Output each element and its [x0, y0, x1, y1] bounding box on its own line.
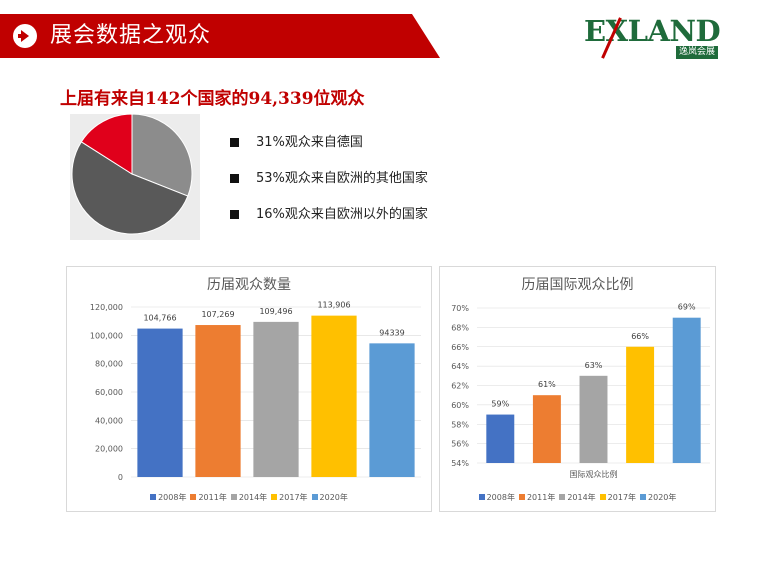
visitor-count-chart: 0 20,000 40,000 60,000 80,000 100,000 120,000 1…: [90, 301, 421, 482]
legend-label: 2020年: [648, 493, 677, 502]
legend-item: 2014年: [559, 492, 596, 503]
y-tick-label: 80,000: [95, 360, 123, 369]
bar: [672, 317, 701, 463]
pie-svg: [71, 114, 193, 235]
legend-swatch: [478, 494, 485, 500]
legend-label: 2017年: [607, 493, 637, 502]
exland-logo: EXLAND 逸岚会展: [584, 14, 724, 62]
x-axis-label: 国际观众比例: [570, 469, 618, 479]
legend-item: 2017年: [599, 492, 637, 503]
y-tick-label: 54%: [451, 459, 469, 468]
logo-subtitle: 逸岚会展: [675, 46, 718, 59]
legend-swatch: [640, 494, 647, 500]
square-bullet-icon: [230, 138, 239, 147]
legend-label: 2011年: [526, 493, 556, 502]
pie-slice: [80, 114, 133, 175]
data-label: 104,766: [143, 314, 176, 323]
legend-item: 2020年: [640, 492, 676, 503]
chart-legend: 2008年 2011年 2014年 2017年 2020年: [67, 492, 431, 503]
y-tick-label: 64%: [451, 362, 469, 371]
legend-swatch: [150, 494, 157, 500]
legend-item: 2011年: [518, 492, 556, 503]
legend-item: 2008年: [150, 492, 186, 503]
y-tick-label: 20,000: [95, 445, 123, 454]
pie-slice: [131, 114, 193, 197]
header-banner: 展会数据之观众: [0, 14, 440, 58]
bar: [195, 325, 241, 477]
data-label: 61%: [538, 380, 556, 389]
bar: [626, 346, 655, 463]
list-item: 53%观众来自欧洲的其他国家: [230, 170, 428, 206]
legend-swatch: [599, 494, 606, 500]
list-item: 16%观众来自欧洲以外的国家: [230, 206, 428, 242]
legend-swatch: [271, 494, 278, 500]
arrow-right-icon: [13, 24, 37, 48]
bar: [579, 375, 608, 463]
legend-swatch: [311, 494, 318, 500]
data-label: 69%: [678, 303, 696, 312]
y-tick-label: 100,000: [90, 331, 123, 340]
list-item-text: 16%观众来自欧洲以外的国家: [256, 207, 428, 222]
legend-label: 2008年: [158, 493, 187, 502]
bar: [532, 395, 561, 463]
data-label: 109,496: [259, 307, 292, 316]
legend-label: 2014年: [238, 493, 268, 502]
y-tick-label: 70%: [451, 304, 469, 313]
bar: [253, 321, 299, 477]
y-tick-label: 0: [118, 473, 123, 482]
legend-swatch: [559, 494, 566, 500]
intl-ratio-chart: 54% 56% 58% 60% 62% 64% 66% 68% 70% 59% 61% 63% 66% 6…: [451, 303, 710, 479]
legend-label: 2014年: [567, 493, 596, 502]
chart-title: 历届观众数量: [207, 277, 291, 293]
legend-label: 2008年: [486, 493, 515, 502]
bar: [137, 328, 183, 477]
y-tick-label: 120,000: [90, 303, 123, 312]
legend-item: 2017年: [271, 492, 308, 503]
list-item-text: 53%观众来自欧洲的其他国家: [256, 171, 428, 186]
banner-background: [0, 14, 440, 58]
data-label: 66%: [631, 332, 649, 341]
visitor-origin-pie: [70, 114, 200, 240]
bar: [311, 315, 357, 477]
legend-label: 2020年: [319, 493, 348, 502]
visitor-origin-list: 31%观众来自德国 53%观众来自欧洲的其他国家 16%观众来自欧洲以外的国家: [230, 134, 428, 242]
visitor-count-chart-panel: 历届观众数量 0 20,000 40,000 60,000 80,000 100,000 1…: [66, 266, 432, 512]
y-tick-label: 58%: [451, 420, 469, 429]
data-label: 94339: [379, 328, 404, 337]
legend-label: 2011年: [198, 493, 227, 502]
headline: 上届有来自142个国家的94,339位观众: [60, 89, 365, 109]
legend-item: 2020年: [311, 492, 348, 503]
data-label: 107,269: [201, 310, 234, 319]
square-bullet-icon: [230, 210, 239, 219]
legend-item: 2011年: [190, 492, 227, 503]
intl-ratio-chart-panel: 历届国际观众比例 54% 56% 58% 60% 62% 64% 66% 68% 70% 59% 6…: [439, 266, 716, 512]
data-label: 59%: [491, 400, 509, 409]
y-tick-label: 60,000: [95, 388, 123, 397]
page-title: 展会数据之观众: [50, 23, 212, 48]
y-tick-label: 56%: [451, 440, 469, 449]
y-tick-label: 66%: [451, 343, 469, 352]
y-tick-label: 40,000: [95, 416, 123, 425]
data-label: 113,906: [317, 301, 350, 310]
y-tick-label: 68%: [451, 323, 469, 332]
y-tick-label: 62%: [451, 382, 469, 391]
list-item-text: 31%观众来自德国: [256, 135, 363, 150]
y-tick-label: 60%: [451, 401, 469, 410]
square-bullet-icon: [230, 174, 239, 183]
pie-slice: [71, 141, 189, 235]
legend-swatch: [190, 494, 197, 500]
chart-legend: 2008年 2011年 2014年 2017年 2020年: [440, 492, 715, 503]
legend-item: 2014年: [230, 492, 268, 503]
legend-label: 2017年: [279, 493, 308, 502]
legend-swatch: [230, 494, 237, 500]
list-item: 31%观众来自德国: [230, 134, 428, 170]
data-label: 63%: [585, 361, 603, 370]
bar: [369, 343, 415, 477]
legend-item: 2008年: [478, 492, 515, 503]
logo-wordmark: EXLAND: [584, 14, 721, 48]
chart-title: 历届国际观众比例: [521, 277, 634, 293]
legend-swatch: [518, 494, 525, 500]
bar: [486, 414, 515, 463]
